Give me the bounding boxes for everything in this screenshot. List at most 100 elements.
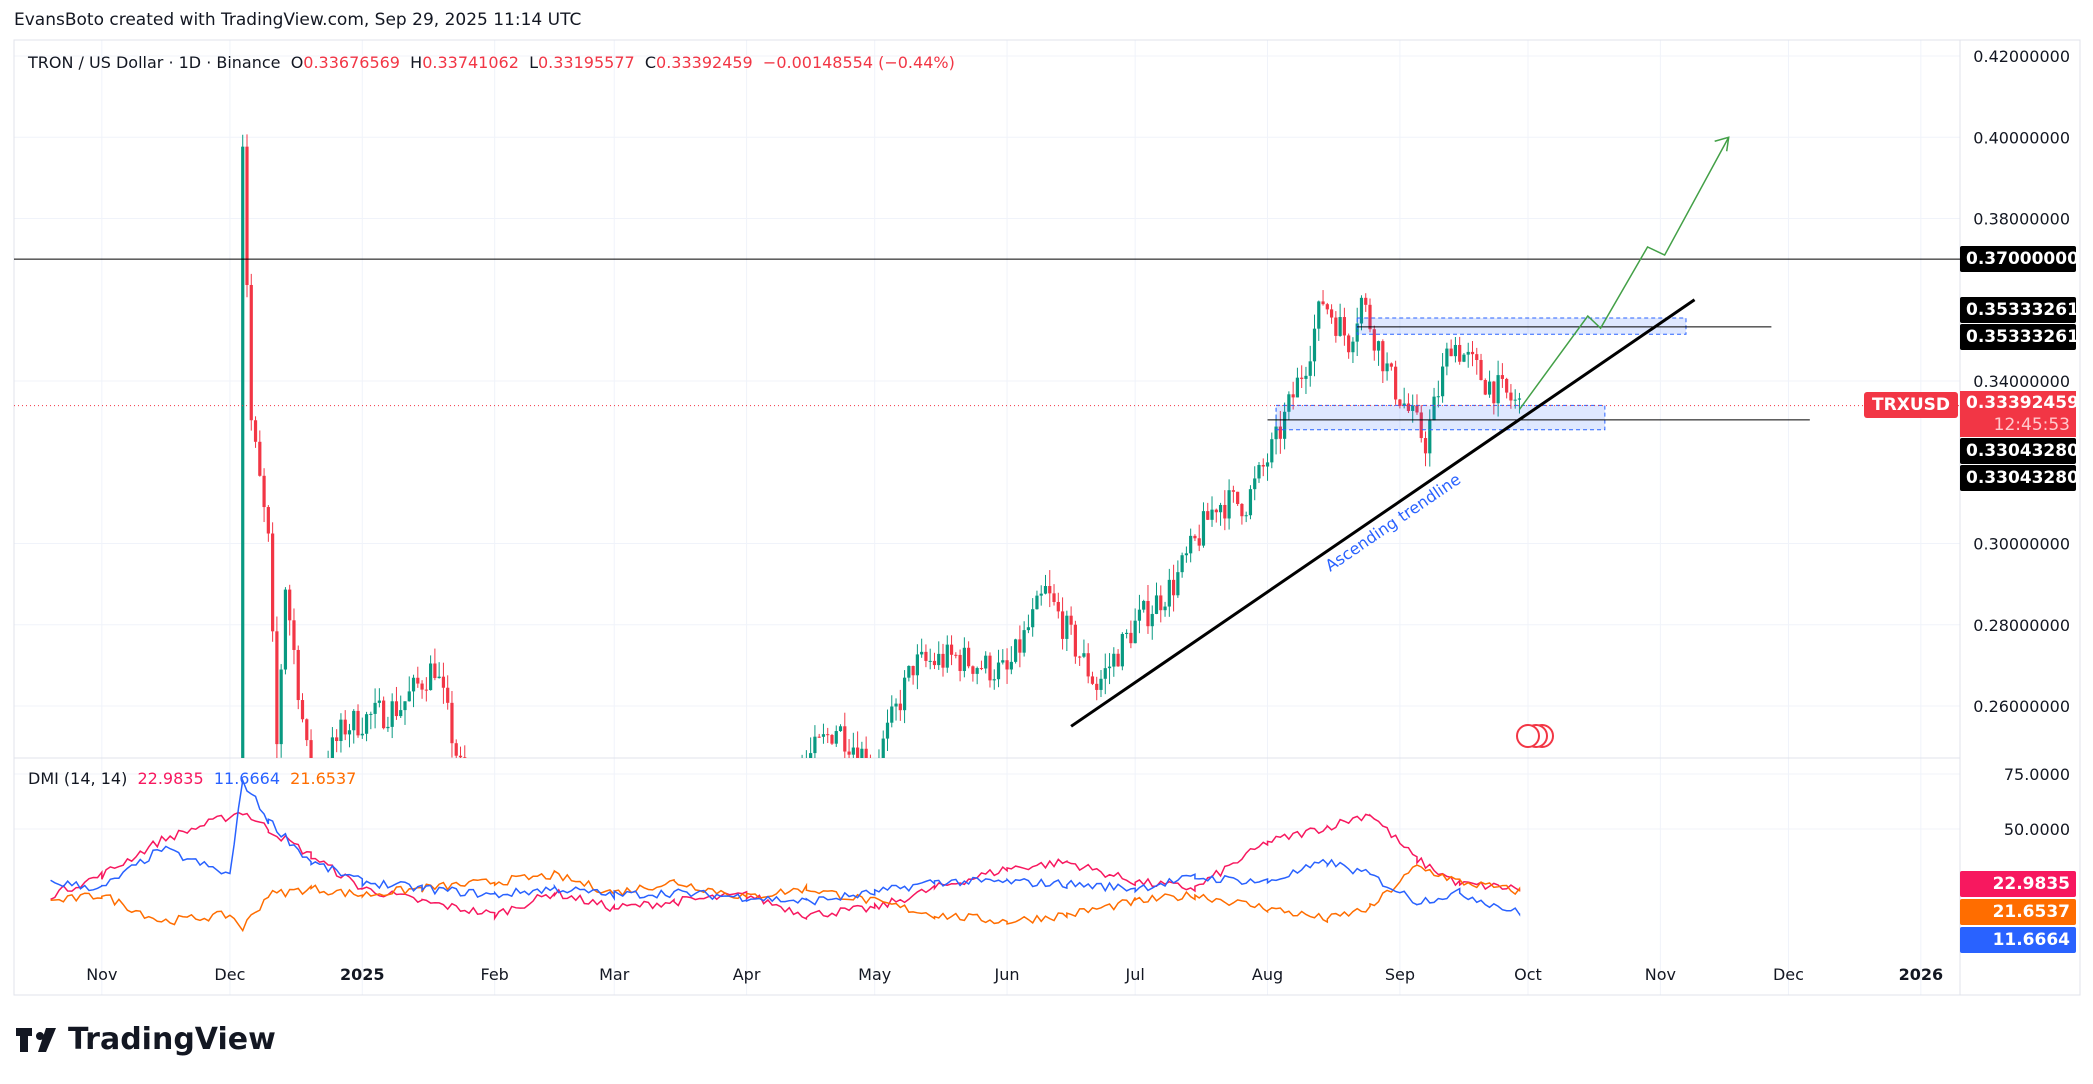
candle-body [1001,660,1005,663]
candle-body [668,793,671,807]
candle-body [574,805,577,807]
candle-body [1018,639,1022,653]
adx-tag: 22.9835 [1960,871,2076,897]
candle-body [894,703,898,707]
candle-body [587,781,590,792]
candle-body [1376,341,1381,351]
candle-body [1167,579,1171,607]
candle-body [749,783,752,797]
candles [241,134,1522,811]
candle-body [1095,683,1099,690]
last-price-tag: 0.33392459 12:45:53 [1960,391,2079,437]
candle-body [1287,394,1291,412]
candle-body [1056,601,1060,612]
candle-body [941,653,945,668]
candle-body [1125,632,1129,634]
time-tick: Apr [733,965,761,984]
candle-body [1214,509,1218,513]
candle-body [394,701,399,717]
candle-body [1227,490,1231,519]
candle-body [364,714,369,734]
candle-body [523,774,526,801]
candle-body [736,790,739,803]
candle-body [305,719,309,741]
candle-body [1513,399,1517,401]
candle-body [1069,615,1073,625]
low-value: 0.33195577 [537,53,635,72]
candle-body [514,796,517,797]
price-level-tag: 0.35333261 [1960,324,2079,351]
candle-body [591,781,594,804]
candle-body [762,777,765,779]
candle-body [1351,341,1355,353]
candle-body [502,779,505,787]
candle-body [1462,354,1466,362]
price-tick: 0.28000000 [1973,616,2070,635]
candle-body [1099,678,1103,690]
candle-body [924,651,928,661]
candle-body [335,737,339,742]
tradingview-logo[interactable]: TradingView [16,1022,276,1057]
candle-body [1300,377,1304,379]
candle-body [1338,317,1342,336]
candle-body [715,783,718,811]
candle-body [467,780,470,783]
candle-body [463,757,467,758]
candle-body [625,791,628,797]
candle-body [1487,381,1492,395]
candle-body [1419,412,1423,439]
candle-body [805,762,808,768]
drawings [14,136,1960,728]
candle-body [1201,511,1206,546]
candle-body [1189,535,1193,554]
candle-body [1483,380,1487,395]
candle-body [600,785,603,801]
candle-body [958,654,962,672]
plus-di-value: 11.6664 [213,769,280,788]
candle-body [1184,553,1188,556]
candle-body [1078,656,1082,658]
last-price: 0.33392459 [1966,393,2079,413]
candle-body [1261,464,1265,467]
candle-body [796,778,799,787]
candle-body [296,649,300,701]
open-value: 0.33676569 [303,53,400,72]
support-zone [1275,404,1606,431]
time-tick: Mar [599,965,630,984]
candle-body [1159,595,1163,611]
candle-body [1133,620,1137,644]
candle-body [1197,538,1201,546]
candle-body [480,783,483,797]
dmi-legend[interactable]: DMI (14, 14) 22.9835 11.6664 21.6537 [28,769,356,788]
candle-body [1257,464,1261,479]
candle-body [689,789,692,805]
candle-body [1086,653,1090,677]
candle-body [813,736,817,754]
candle-body [373,702,377,714]
symbol-legend[interactable]: TRON / US Dollar · 1D · Binance O0.33676… [28,53,955,72]
candle-body [1368,304,1372,330]
candle-body [596,801,599,803]
candle-body [992,679,996,681]
candle-body [1325,304,1329,310]
price-tick: 0.34000000 [1973,372,2070,391]
candle-body [783,776,786,797]
candle-body [638,789,641,810]
dmi-lines [50,777,1521,933]
candle-body [660,803,663,809]
dmi-adx-line [50,811,1521,921]
candle-body [424,689,428,691]
adx-value: 22.9835 [137,769,204,788]
open-label: O [290,53,304,72]
candle-body [821,734,826,737]
candle-body [915,654,919,676]
candle-body [843,726,847,752]
tradingview-logo-icon [16,1027,56,1052]
dmi-title: DMI (14, 14) [28,769,128,788]
price-tick: 0.40000000 [1973,128,2070,147]
candle-body [1116,653,1120,667]
candle-body [561,794,564,796]
candle-body [988,655,992,681]
candle-body [253,420,258,442]
